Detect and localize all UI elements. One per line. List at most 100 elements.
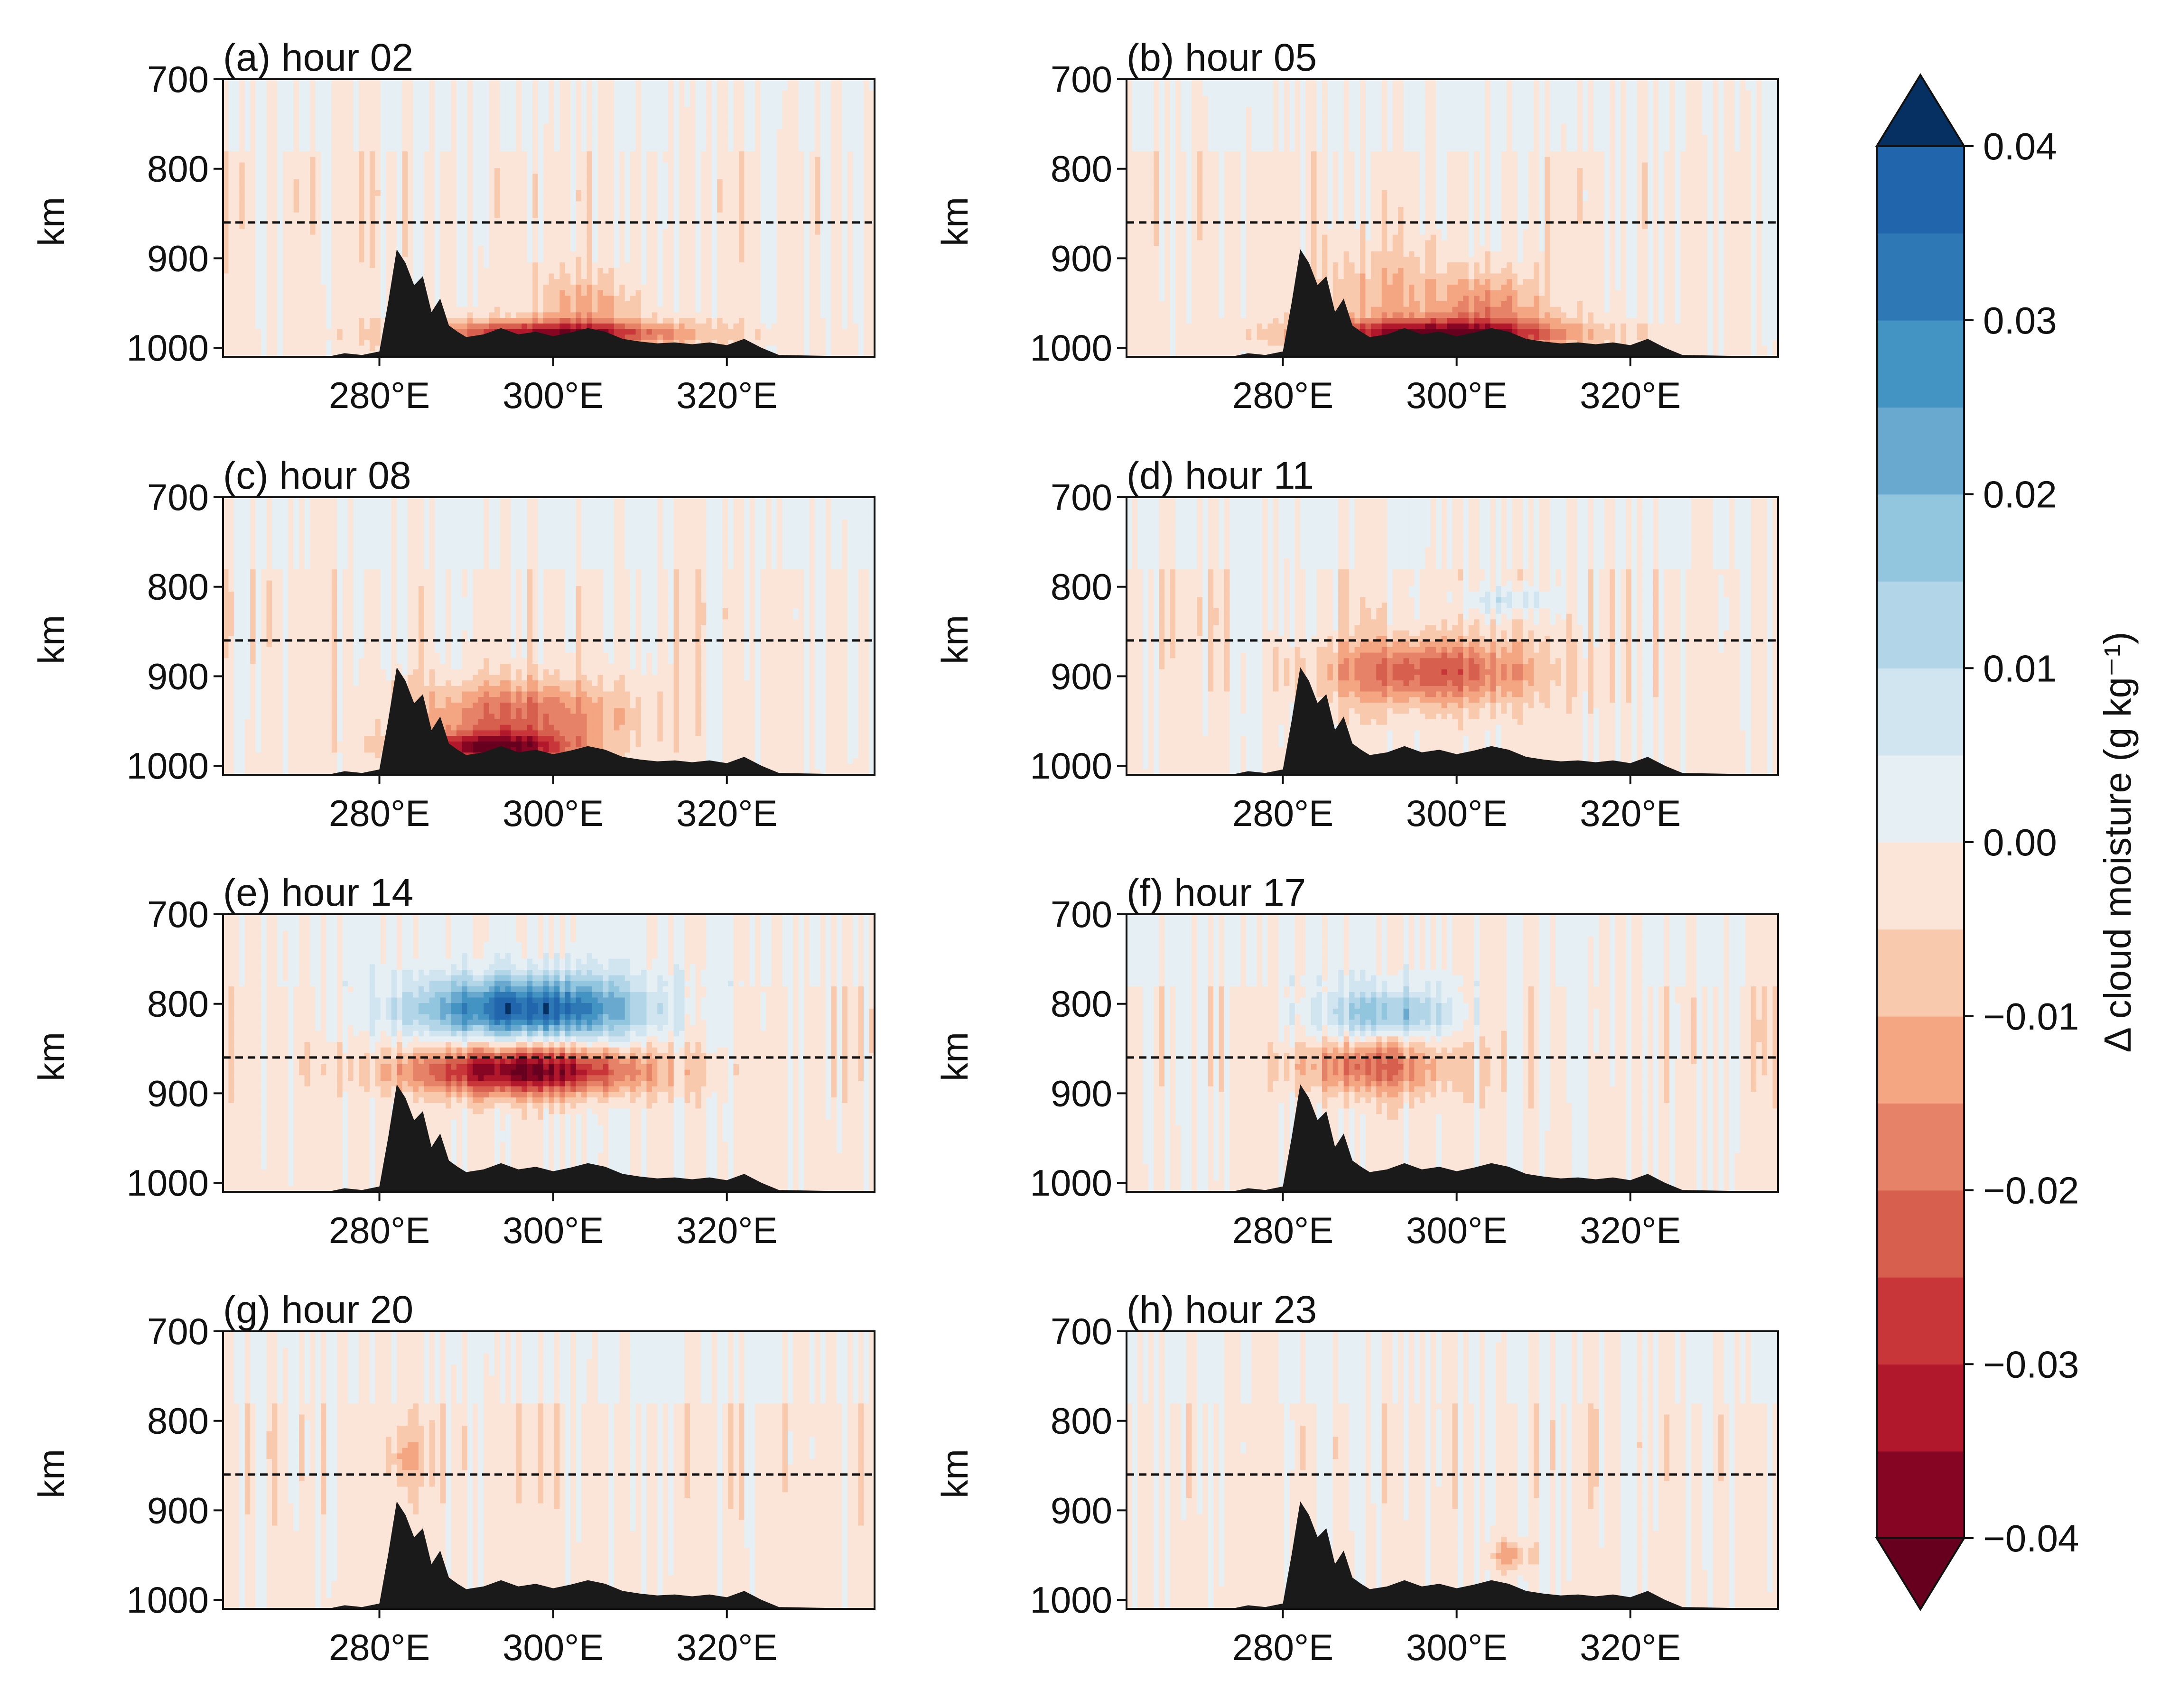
x-tick-label: 320°E <box>676 1209 777 1251</box>
colorbar-bin <box>1877 1016 1964 1104</box>
y-tick-label: 800 <box>1051 566 1112 608</box>
terrain <box>223 249 875 357</box>
colorbar-bin <box>1877 233 1964 321</box>
colorbar-bin <box>1877 1364 1964 1452</box>
y-tick-label: 1000 <box>1030 1162 1112 1204</box>
y-tick-label: 800 <box>1051 1400 1112 1442</box>
x-tick-label: 300°E <box>1406 374 1507 416</box>
colorbar-bin <box>1877 1451 1964 1539</box>
x-tick-label: 320°E <box>1580 374 1681 416</box>
y-tick-label: 1000 <box>126 745 209 787</box>
y-tick-label: 700 <box>147 476 209 518</box>
y-tick-label: 1000 <box>1030 1579 1112 1621</box>
colorbar-tick-label: 0.02 <box>1983 473 2057 516</box>
colorbar-bin <box>1877 146 1964 234</box>
plot-frame <box>222 913 875 1193</box>
anomaly-field <box>1127 79 1778 357</box>
plot-frame <box>222 496 875 776</box>
plot-frame <box>1126 496 1779 776</box>
y-tick-label: 700 <box>1051 1310 1112 1352</box>
anomaly-field <box>1127 497 1778 775</box>
panel-e: 700 800 900 1000 280°E 300°E 320°E km (e) hour 1… <box>30 871 875 1251</box>
x-tick-label: 320°E <box>1580 792 1681 834</box>
y-tick-label: 900 <box>1051 1489 1112 1531</box>
x-tick-label: 300°E <box>503 1626 604 1668</box>
plot-frame <box>1126 78 1779 358</box>
y-tick-label: 800 <box>1051 148 1112 190</box>
panel-d: 700 800 900 1000 280°E 300°E 320°E km (d) hour 1… <box>934 454 1779 834</box>
terrain <box>1127 667 1778 775</box>
colorbar-extend-top <box>1875 73 1966 147</box>
panel-g: 700 800 900 1000 280°E 300°E 320°E km (g) hour 2… <box>30 1288 875 1668</box>
colorbar-tick-label: 0.00 <box>1983 821 2057 863</box>
terrain <box>1127 249 1778 357</box>
colorbar-bin <box>1877 668 1964 756</box>
colorbar-bin <box>1877 407 1964 495</box>
panel-a: 700 800 900 1000 280°E 300°E 320°E km (a) hour 0… <box>30 36 875 416</box>
x-tick-label: 320°E <box>676 792 777 834</box>
x-tick-label: 300°E <box>503 1209 604 1251</box>
x-tick-label: 320°E <box>1580 1209 1681 1251</box>
x-tick-label: 280°E <box>1232 792 1333 834</box>
y-axis-label: km <box>934 1032 976 1081</box>
x-tick-label: 320°E <box>676 1626 777 1668</box>
x-tick-label: 280°E <box>1232 374 1333 416</box>
y-tick-label: 1000 <box>126 1579 209 1621</box>
x-tick-label: 280°E <box>329 1209 430 1251</box>
y-tick-label: 800 <box>147 148 209 190</box>
colorbar-bin <box>1877 755 1964 843</box>
panel-f: 700 800 900 1000 280°E 300°E 320°E km (f) hour 1… <box>934 871 1779 1251</box>
panel-title: (b) hour 05 <box>1127 36 1317 79</box>
colorbar-bin <box>1877 929 1964 1017</box>
panel-c: 700 800 900 1000 280°E 300°E 320°E km (c) hour 0… <box>30 454 875 834</box>
y-tick-label: 700 <box>1051 58 1112 100</box>
y-tick-label: 700 <box>147 58 209 100</box>
y-tick-label: 800 <box>147 566 209 608</box>
anomaly-field <box>223 1331 875 1609</box>
colorbar-bin <box>1877 1277 1964 1365</box>
y-tick-label: 900 <box>147 655 209 697</box>
colorbar-bin <box>1877 320 1964 408</box>
y-tick-label: 700 <box>1051 893 1112 935</box>
x-tick-label: 300°E <box>503 374 604 416</box>
x-tick-label: 300°E <box>503 792 604 834</box>
y-tick-label: 800 <box>147 1400 209 1442</box>
colorbar-bin <box>1877 1103 1964 1191</box>
anomaly-field <box>223 79 875 357</box>
x-tick-label: 300°E <box>1406 1209 1507 1251</box>
y-tick-label: 900 <box>1051 655 1112 697</box>
colorbar-extend-bottom <box>1875 1537 1966 1611</box>
panel-title: (c) hour 08 <box>223 454 411 497</box>
colorbar-bin <box>1877 842 1964 930</box>
colorbar-label: Δ cloud moisture (g kg⁻¹) <box>2096 631 2139 1052</box>
panel-title: (g) hour 20 <box>223 1288 413 1331</box>
terrain <box>1127 1084 1778 1192</box>
panels: 700 800 900 1000 280°E 300°E 320°E km (a) hour 0… <box>30 36 1779 1668</box>
anomaly-field <box>223 914 875 1192</box>
colorbar-bin <box>1877 581 1964 669</box>
terrain <box>1127 1501 1778 1609</box>
y-tick-label: 900 <box>147 1489 209 1531</box>
panel-title: (a) hour 02 <box>223 36 413 79</box>
panel-title: (d) hour 11 <box>1127 454 1314 497</box>
terrain <box>223 667 875 775</box>
y-tick-label: 700 <box>147 1310 209 1352</box>
colorbar-tick-label: −0.02 <box>1983 1170 2079 1212</box>
x-tick-label: 300°E <box>1406 1626 1507 1668</box>
plot-frame <box>1126 913 1779 1193</box>
anomaly-field <box>1127 914 1778 1192</box>
y-tick-label: 1000 <box>1030 327 1112 369</box>
colorbar-tick-label: −0.03 <box>1983 1343 2079 1385</box>
terrain <box>223 1084 875 1192</box>
y-axis-label: km <box>30 1449 72 1498</box>
colorbar-bin <box>1877 494 1964 582</box>
y-tick-label: 1000 <box>126 327 209 369</box>
x-tick-label: 300°E <box>1406 792 1507 834</box>
y-tick-label: 900 <box>147 237 209 279</box>
y-axis-label: km <box>30 1032 72 1081</box>
x-tick-label: 280°E <box>329 1626 430 1668</box>
panel-b: 700 800 900 1000 280°E 300°E 320°E km (b) hour 0… <box>934 36 1779 416</box>
x-tick-label: 280°E <box>329 374 430 416</box>
anomaly-field <box>1127 1331 1778 1609</box>
y-axis-label: km <box>934 1449 976 1498</box>
